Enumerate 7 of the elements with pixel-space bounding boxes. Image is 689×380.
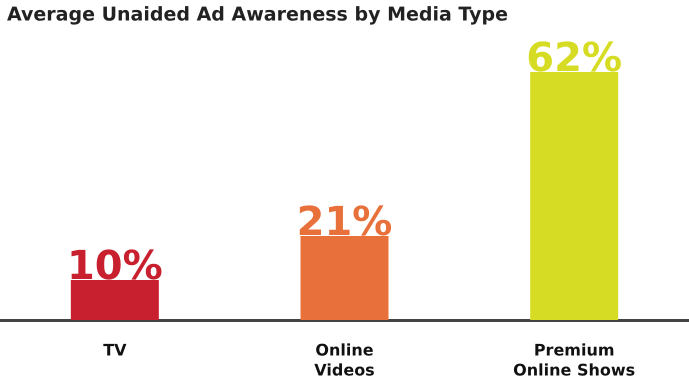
chart-title: Average Unaided Ad Awareness by Media Type [7,4,508,26]
data-label: 62% [526,35,622,81]
x-tick-label: Premium Online Shows [513,340,636,380]
data-label: 21% [296,199,392,245]
data-label: 10% [66,243,163,289]
x-tick-label: TV [103,340,128,360]
x-tick-label: Online Videos [314,340,375,380]
